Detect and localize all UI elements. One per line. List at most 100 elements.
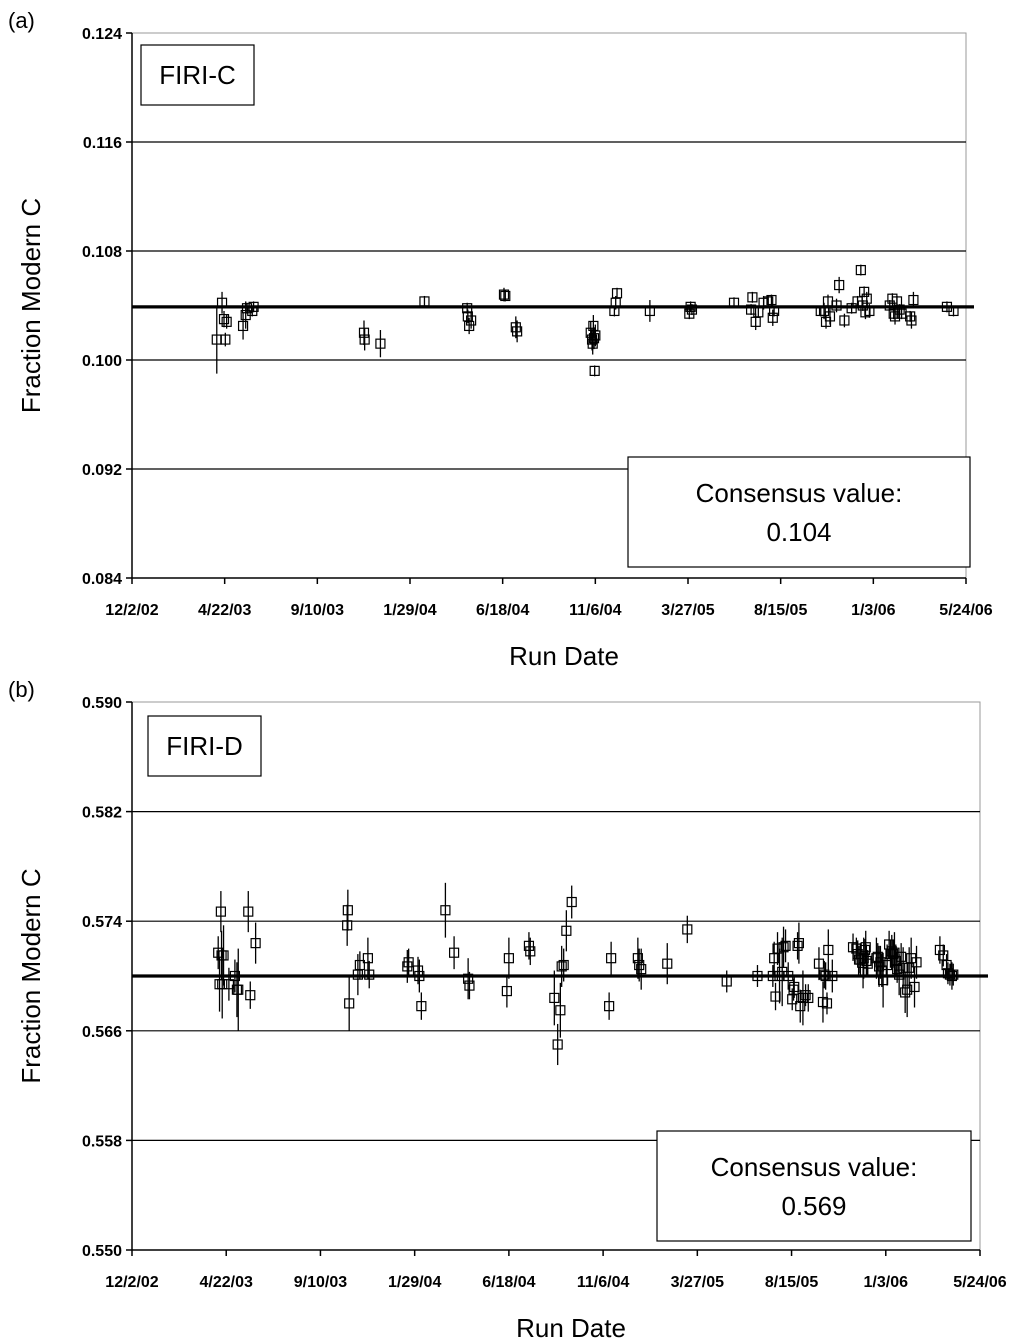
data-point bbox=[823, 944, 834, 956]
consensus-label: Consensus value: bbox=[711, 1152, 918, 1182]
consensus-label: Consensus value: bbox=[696, 478, 903, 508]
panel-label: (b) bbox=[8, 677, 35, 702]
y-tick-label: 0.124 bbox=[82, 26, 122, 43]
panel-label: (a) bbox=[8, 8, 35, 33]
y-tick-label: 0.582 bbox=[82, 805, 122, 822]
y-tick-label: 0.116 bbox=[83, 135, 122, 152]
x-tick-label: 8/15/05 bbox=[765, 1274, 818, 1291]
data-point bbox=[803, 992, 814, 1004]
data-point bbox=[662, 958, 673, 969]
data-point bbox=[466, 315, 477, 326]
data-point bbox=[590, 330, 601, 341]
data-point bbox=[934, 944, 946, 956]
consensus-value: 0.569 bbox=[781, 1191, 846, 1221]
data-point bbox=[229, 970, 241, 982]
data-point bbox=[831, 300, 842, 311]
data-point bbox=[644, 305, 655, 317]
data-point bbox=[342, 905, 353, 916]
data-point bbox=[611, 288, 623, 299]
data-point bbox=[859, 286, 870, 297]
data-point bbox=[248, 301, 259, 312]
y-tick-label: 0.566 bbox=[82, 1024, 122, 1041]
data-point bbox=[747, 292, 758, 303]
y-tick-label: 0.558 bbox=[82, 1133, 122, 1150]
data-point bbox=[839, 315, 850, 326]
y-tick-label: 0.084 bbox=[82, 571, 122, 588]
data-point bbox=[824, 311, 836, 322]
data-point bbox=[768, 305, 780, 317]
data-point bbox=[685, 301, 696, 312]
x-axis-title: Run Date bbox=[509, 641, 619, 671]
data-point bbox=[767, 312, 778, 323]
data-point bbox=[788, 984, 799, 995]
data-point bbox=[820, 970, 831, 982]
data-point bbox=[908, 294, 919, 306]
data-point bbox=[364, 969, 375, 980]
y-tick-label: 0.550 bbox=[82, 1243, 122, 1260]
data-point bbox=[800, 990, 811, 1001]
data-point bbox=[909, 981, 920, 993]
y-axis-title: Fraction Modern C bbox=[16, 868, 46, 1083]
data-point bbox=[555, 1005, 566, 1016]
data-point bbox=[233, 984, 244, 995]
y-tick-label: 0.100 bbox=[82, 353, 122, 370]
data-point bbox=[503, 953, 514, 964]
data-point bbox=[859, 944, 871, 956]
data-point bbox=[793, 938, 805, 949]
data-point bbox=[948, 969, 959, 980]
y-tick-label: 0.574 bbox=[82, 914, 122, 931]
data-point bbox=[834, 279, 845, 291]
data-point bbox=[875, 957, 886, 968]
data-point bbox=[606, 953, 617, 964]
data-point bbox=[552, 1039, 563, 1050]
data-point bbox=[862, 958, 873, 969]
data-point bbox=[216, 297, 228, 308]
data-point bbox=[745, 304, 757, 315]
data-point bbox=[223, 979, 234, 990]
x-tick-label: 3/27/05 bbox=[671, 1274, 724, 1291]
data-point bbox=[900, 987, 911, 998]
x-tick-label: 5/24/06 bbox=[939, 602, 992, 619]
data-point bbox=[589, 365, 600, 376]
data-point bbox=[861, 293, 872, 304]
data-point bbox=[463, 973, 474, 984]
x-tick-label: 1/3/06 bbox=[864, 1274, 909, 1291]
data-point bbox=[416, 1001, 427, 1012]
data-point bbox=[789, 981, 800, 993]
sample-label: FIRI-D bbox=[166, 731, 243, 761]
data-point bbox=[342, 920, 353, 931]
data-point bbox=[462, 303, 473, 314]
data-point bbox=[566, 896, 577, 908]
data-point bbox=[220, 334, 231, 345]
data-point bbox=[549, 992, 560, 1004]
data-point bbox=[512, 326, 523, 337]
data-point bbox=[855, 264, 866, 276]
data-point bbox=[891, 296, 903, 307]
x-tick-label: 6/18/04 bbox=[482, 1274, 535, 1291]
data-point bbox=[753, 307, 764, 318]
data-point bbox=[946, 970, 958, 982]
data-point bbox=[888, 948, 899, 960]
data-point bbox=[523, 940, 535, 951]
data-point bbox=[556, 961, 567, 972]
x-tick-label: 5/24/06 bbox=[953, 1274, 1006, 1291]
data-point bbox=[827, 970, 838, 982]
x-tick-label: 12/2/02 bbox=[105, 602, 158, 619]
data-point bbox=[846, 303, 857, 314]
sample-label-box bbox=[147, 715, 262, 777]
data-point bbox=[243, 906, 254, 917]
data-point bbox=[217, 979, 228, 990]
y-tick-label: 0.108 bbox=[82, 244, 122, 261]
data-point bbox=[813, 958, 825, 969]
data-point bbox=[795, 1001, 806, 1012]
data-point bbox=[636, 964, 647, 975]
x-axis-title: Run Date bbox=[516, 1313, 626, 1343]
data-point bbox=[250, 938, 261, 949]
data-point bbox=[902, 984, 913, 995]
y-tick-label: 0.590 bbox=[82, 695, 122, 712]
y-axis-title: Fraction Modern C bbox=[16, 198, 46, 413]
data-point bbox=[766, 294, 777, 306]
data-point bbox=[375, 338, 386, 349]
data-point bbox=[609, 305, 620, 317]
